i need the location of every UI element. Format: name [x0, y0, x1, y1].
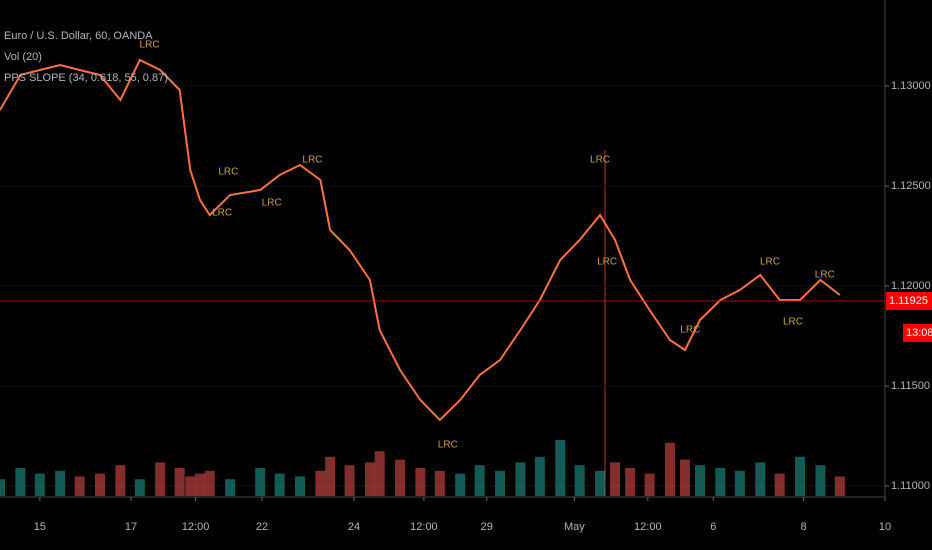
annotation: LRC [590, 155, 610, 166]
annotation: LRC [815, 270, 835, 281]
volume-bar [395, 459, 406, 496]
countdown: 13:08 [906, 327, 932, 339]
volume-bar [15, 468, 26, 496]
x-tick-label: 6 [710, 521, 716, 533]
volume-bar [515, 462, 526, 496]
annotation: LRC [302, 155, 322, 166]
annotation: LRC [783, 317, 803, 328]
volume-bar [204, 470, 215, 496]
countdown-box [903, 324, 932, 342]
annotation: LRC [438, 440, 458, 451]
volume-bar [315, 470, 326, 496]
volume-bar [734, 470, 745, 496]
volume-bar [274, 473, 285, 496]
annotation: LRC [212, 208, 232, 219]
volume-bar [95, 473, 106, 496]
annotation: LRC [680, 325, 700, 336]
last-price-label: 1.11925 [889, 295, 928, 307]
volume-bar [644, 473, 655, 496]
y-tick-label: 1.11000 [891, 480, 930, 492]
volume-bar [155, 462, 166, 496]
x-tick-label: 24 [348, 521, 360, 533]
volume-bar [0, 479, 5, 496]
legend-line: PPS SLOPE (34, 0.618, 55, 0.87) [4, 72, 168, 84]
volume-bar [364, 462, 375, 496]
volume-bar [625, 468, 636, 496]
volume-bar [55, 470, 66, 496]
volume-bar [755, 462, 766, 496]
x-tick-label: 8 [801, 521, 807, 533]
y-tick-label: 1.12500 [891, 180, 931, 192]
x-tick-label: 29 [481, 521, 493, 533]
legend-line: Vol (20) [4, 51, 42, 63]
last-price-box [886, 292, 932, 310]
x-tick-label: 12:00 [410, 521, 438, 533]
volume-bar [815, 465, 826, 496]
y-tick-label: 1.11500 [891, 380, 930, 392]
x-tick-label: 17 [125, 521, 137, 533]
volume-bar [195, 473, 206, 496]
legend-line: Euro / U.S. Dollar, 60, OANDA [4, 30, 153, 42]
volume-bar [255, 468, 266, 496]
volume-bar [679, 459, 690, 496]
volume-bar [474, 465, 485, 496]
y-tick-label: 1.12000 [891, 280, 931, 292]
volume-bar [795, 456, 806, 496]
x-tick-label: 15 [34, 521, 46, 533]
annotation: LRC [597, 257, 617, 268]
volume-bar [495, 470, 506, 496]
annotation: LRC [760, 257, 780, 268]
x-tick-label: 12:00 [634, 521, 662, 533]
annotation: LRC [140, 40, 160, 51]
volume-bar [455, 473, 466, 496]
volume-bar [34, 473, 45, 496]
volume-bar [415, 468, 426, 496]
volume-bar [774, 473, 785, 496]
x-tick-label: May [564, 521, 585, 533]
volume-bar [834, 476, 845, 496]
volume-bar [695, 465, 706, 496]
volume-bar [595, 470, 606, 496]
volume-bar [295, 476, 306, 496]
y-tick-label: 1.13000 [891, 80, 931, 92]
volume-bar [434, 470, 445, 496]
volume-bar [185, 476, 196, 496]
annotation: LRC [262, 198, 282, 209]
volume-bar [115, 465, 126, 496]
volume-bar [610, 462, 621, 496]
volume-bar [574, 465, 585, 496]
volume-bar [715, 468, 726, 496]
volume-bar [374, 451, 385, 496]
annotation: LRC [218, 167, 238, 178]
x-tick-label: 22 [256, 521, 268, 533]
volume-bar [174, 468, 185, 496]
volume-bar [555, 440, 566, 496]
volume-bar [664, 442, 675, 496]
x-tick-label: 12:00 [182, 521, 210, 533]
volume-bar [134, 479, 145, 496]
price-line [0, 58, 841, 422]
x-tick-label: 10 [879, 521, 891, 533]
volume-bar [74, 476, 85, 496]
volume-bar [325, 456, 336, 496]
volume-bar [534, 456, 545, 496]
volume-bar [344, 465, 355, 496]
volume-bar [225, 479, 236, 496]
